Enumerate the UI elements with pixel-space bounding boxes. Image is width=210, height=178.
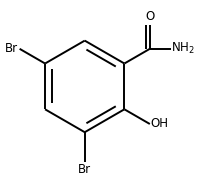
Text: O: O xyxy=(145,10,154,23)
Text: Br: Br xyxy=(5,42,18,55)
Text: OH: OH xyxy=(151,117,169,130)
Text: Br: Br xyxy=(78,163,91,176)
Text: NH$_2$: NH$_2$ xyxy=(171,41,195,56)
